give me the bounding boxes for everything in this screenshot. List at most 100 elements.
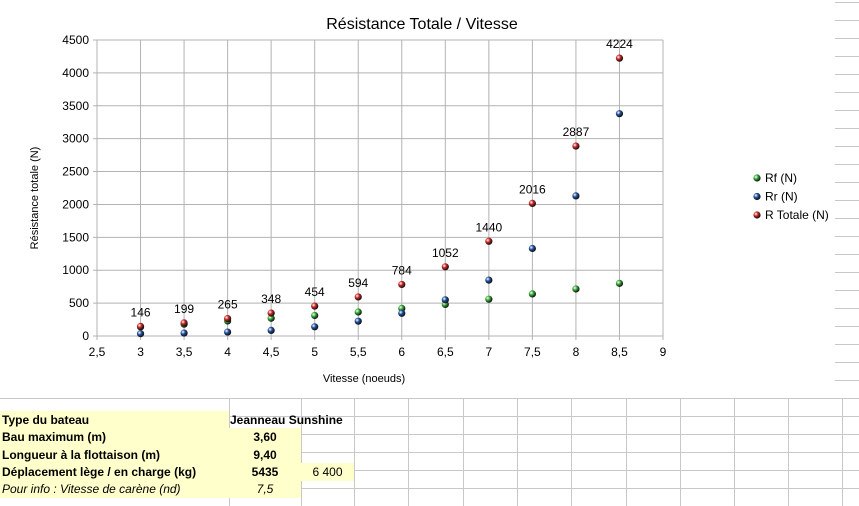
table-row-value-2: 6 400 [301,462,354,481]
point-rr-n [267,326,275,335]
point-rr-n [615,110,624,118]
x-tick-label: 8 [573,345,580,359]
data-label: 146 [131,305,151,319]
x-tick-label: 8,5 [611,345,628,359]
data-label: 454 [305,285,325,299]
data-label: 784 [392,263,412,277]
x-tick-label: 9 [660,345,667,359]
point-rr-n [224,328,232,336]
table-row: Déplacement lège / en charge (kg) 5435 6 4… [0,462,859,481]
x-tick-label: 2,5 [89,345,106,359]
legend-marker [753,211,761,219]
chart-background [0,0,835,398]
data-label: 348 [261,292,281,306]
point-rf-n [398,304,406,312]
point-rr-n [485,276,493,284]
x-tick-label: 5,5 [350,345,367,359]
data-label: 2016 [519,182,546,196]
x-tick-label: 3 [137,345,144,359]
y-tick-label: 3500 [62,99,89,113]
x-axis-title: Vitesse (noeuds) [323,373,405,385]
point-rr-n [136,330,145,338]
point-rr-n [398,309,406,317]
point-rf-n [354,308,362,316]
table-row-label: Bau maximum (m) [0,428,229,447]
table-row-value: 9,40 [229,445,301,464]
point-rf-n [311,311,319,320]
chart: Résistance Totale / Vitesse 2,5 3 3,5 4 4,5 5… [0,0,835,398]
x-tick-label: 4,5 [263,345,280,359]
y-tick-label: 4000 [62,66,89,80]
point-r-totale-n [180,319,188,327]
point-r-totale-n [485,237,493,245]
point-rf-n [572,285,580,293]
y-axis-ticks: 0 500 1000 1500 2000 2500 3000 3500 4000 4500 [62,33,97,343]
point-rr-n [180,329,188,337]
legend-label: R Totale (N) [765,208,829,222]
y-tick-label: 1000 [62,263,89,277]
point-rr-n [311,323,319,331]
table-row: Pour info : Vitesse de carène (nd) 7,5 [0,480,859,499]
point-r-totale-n [136,322,145,330]
legend-label: Rr (N) [765,190,798,204]
point-r-totale-n [398,280,406,289]
y-tick-label: 2000 [62,197,89,211]
y-tick-label: 2500 [62,165,89,179]
data-label: 594 [348,276,368,290]
x-tick-label: 6,5 [437,345,454,359]
y-tick-label: 4500 [62,33,89,47]
point-r-totale-n [615,54,624,62]
table-row-label: Pour info : Vitesse de carène (nd) [0,480,229,499]
point-rr-n [354,317,362,325]
data-label: 199 [174,302,194,316]
chart-data-labels: 146 199 265 348 454 594 784 1052 1440 2016 2887 422… [131,37,634,319]
chart-axes [96,40,663,337]
point-rf-n [485,295,493,303]
y-tick-label: 0 [82,329,89,343]
x-tick-label: 7 [486,345,493,359]
point-rf-n [615,279,624,287]
data-label: 1440 [475,220,502,234]
legend-marker [753,174,761,182]
point-r-totale-n [354,293,362,301]
point-rr-n [572,192,580,200]
x-tick-label: 3,5 [176,345,193,359]
table-row-label: Type du bateau [0,411,229,429]
point-r-totale-n [528,199,536,207]
point-rf-n [267,314,275,322]
point-r-totale-n [267,309,275,317]
point-r-totale-n [311,302,319,310]
data-label: 2887 [563,125,590,139]
point-r-totale-n [441,263,449,271]
chart-title: Résistance Totale / Vitesse [326,16,518,33]
legend-label: Rf (N) [765,171,797,185]
point-rr-n [441,296,449,304]
y-tick-label: 500 [69,296,89,310]
table-row: Bau maximum (m) 3,60 [0,428,859,447]
x-tick-label: 4 [224,345,231,359]
table-row-value: 5435 [229,462,301,481]
y-axis-title: Résistance totale (N) [29,147,41,250]
table-row-value: 7,5 [229,480,301,499]
point-r-totale-n [224,314,232,323]
table-row-value: Jeanneau Sunshine [230,413,343,427]
point-rf-n [528,290,536,298]
chart-legend: Rf (N) Rr (N) R Totale (N) [753,171,829,222]
table-row-label: Longueur à la flottaison (m) [0,445,229,464]
table-row: Type du bateau Jeanneau Sunshine [0,411,859,429]
x-tick-label: 7,5 [524,345,541,359]
y-tick-label: 3000 [62,132,89,146]
x-tick-label: 6 [398,345,405,359]
data-label: 1052 [432,246,459,260]
x-tick-label: 5 [311,345,318,359]
chart-points [136,54,624,338]
table-row: Longueur à la flottaison (m) 9,40 [0,445,859,464]
table-row-value: 3,60 [229,428,301,447]
legend-marker [753,192,761,201]
data-label: 265 [218,298,238,312]
data-label: 4224 [606,37,633,51]
point-r-totale-n [572,142,580,150]
y-tick-label: 1500 [62,230,89,244]
point-rr-n [528,244,536,253]
table-row-label: Déplacement lège / en charge (kg) [0,462,229,481]
